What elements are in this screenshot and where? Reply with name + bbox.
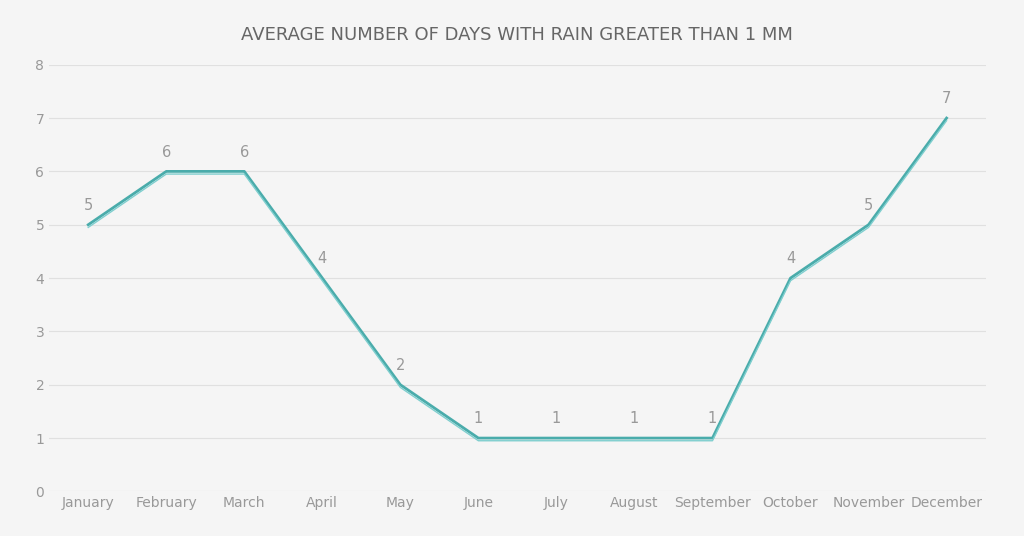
- Text: 1: 1: [474, 411, 483, 426]
- Text: 4: 4: [317, 251, 327, 266]
- Text: 6: 6: [240, 145, 249, 160]
- Text: 2: 2: [395, 358, 406, 373]
- Text: 1: 1: [552, 411, 561, 426]
- Text: 7: 7: [942, 91, 951, 106]
- Text: 1: 1: [630, 411, 639, 426]
- Text: 4: 4: [785, 251, 795, 266]
- Text: 5: 5: [864, 198, 873, 213]
- Text: 5: 5: [84, 198, 93, 213]
- Text: 1: 1: [708, 411, 717, 426]
- Text: 6: 6: [162, 145, 171, 160]
- Title: AVERAGE NUMBER OF DAYS WITH RAIN GREATER THAN 1 MM: AVERAGE NUMBER OF DAYS WITH RAIN GREATER…: [242, 26, 794, 44]
